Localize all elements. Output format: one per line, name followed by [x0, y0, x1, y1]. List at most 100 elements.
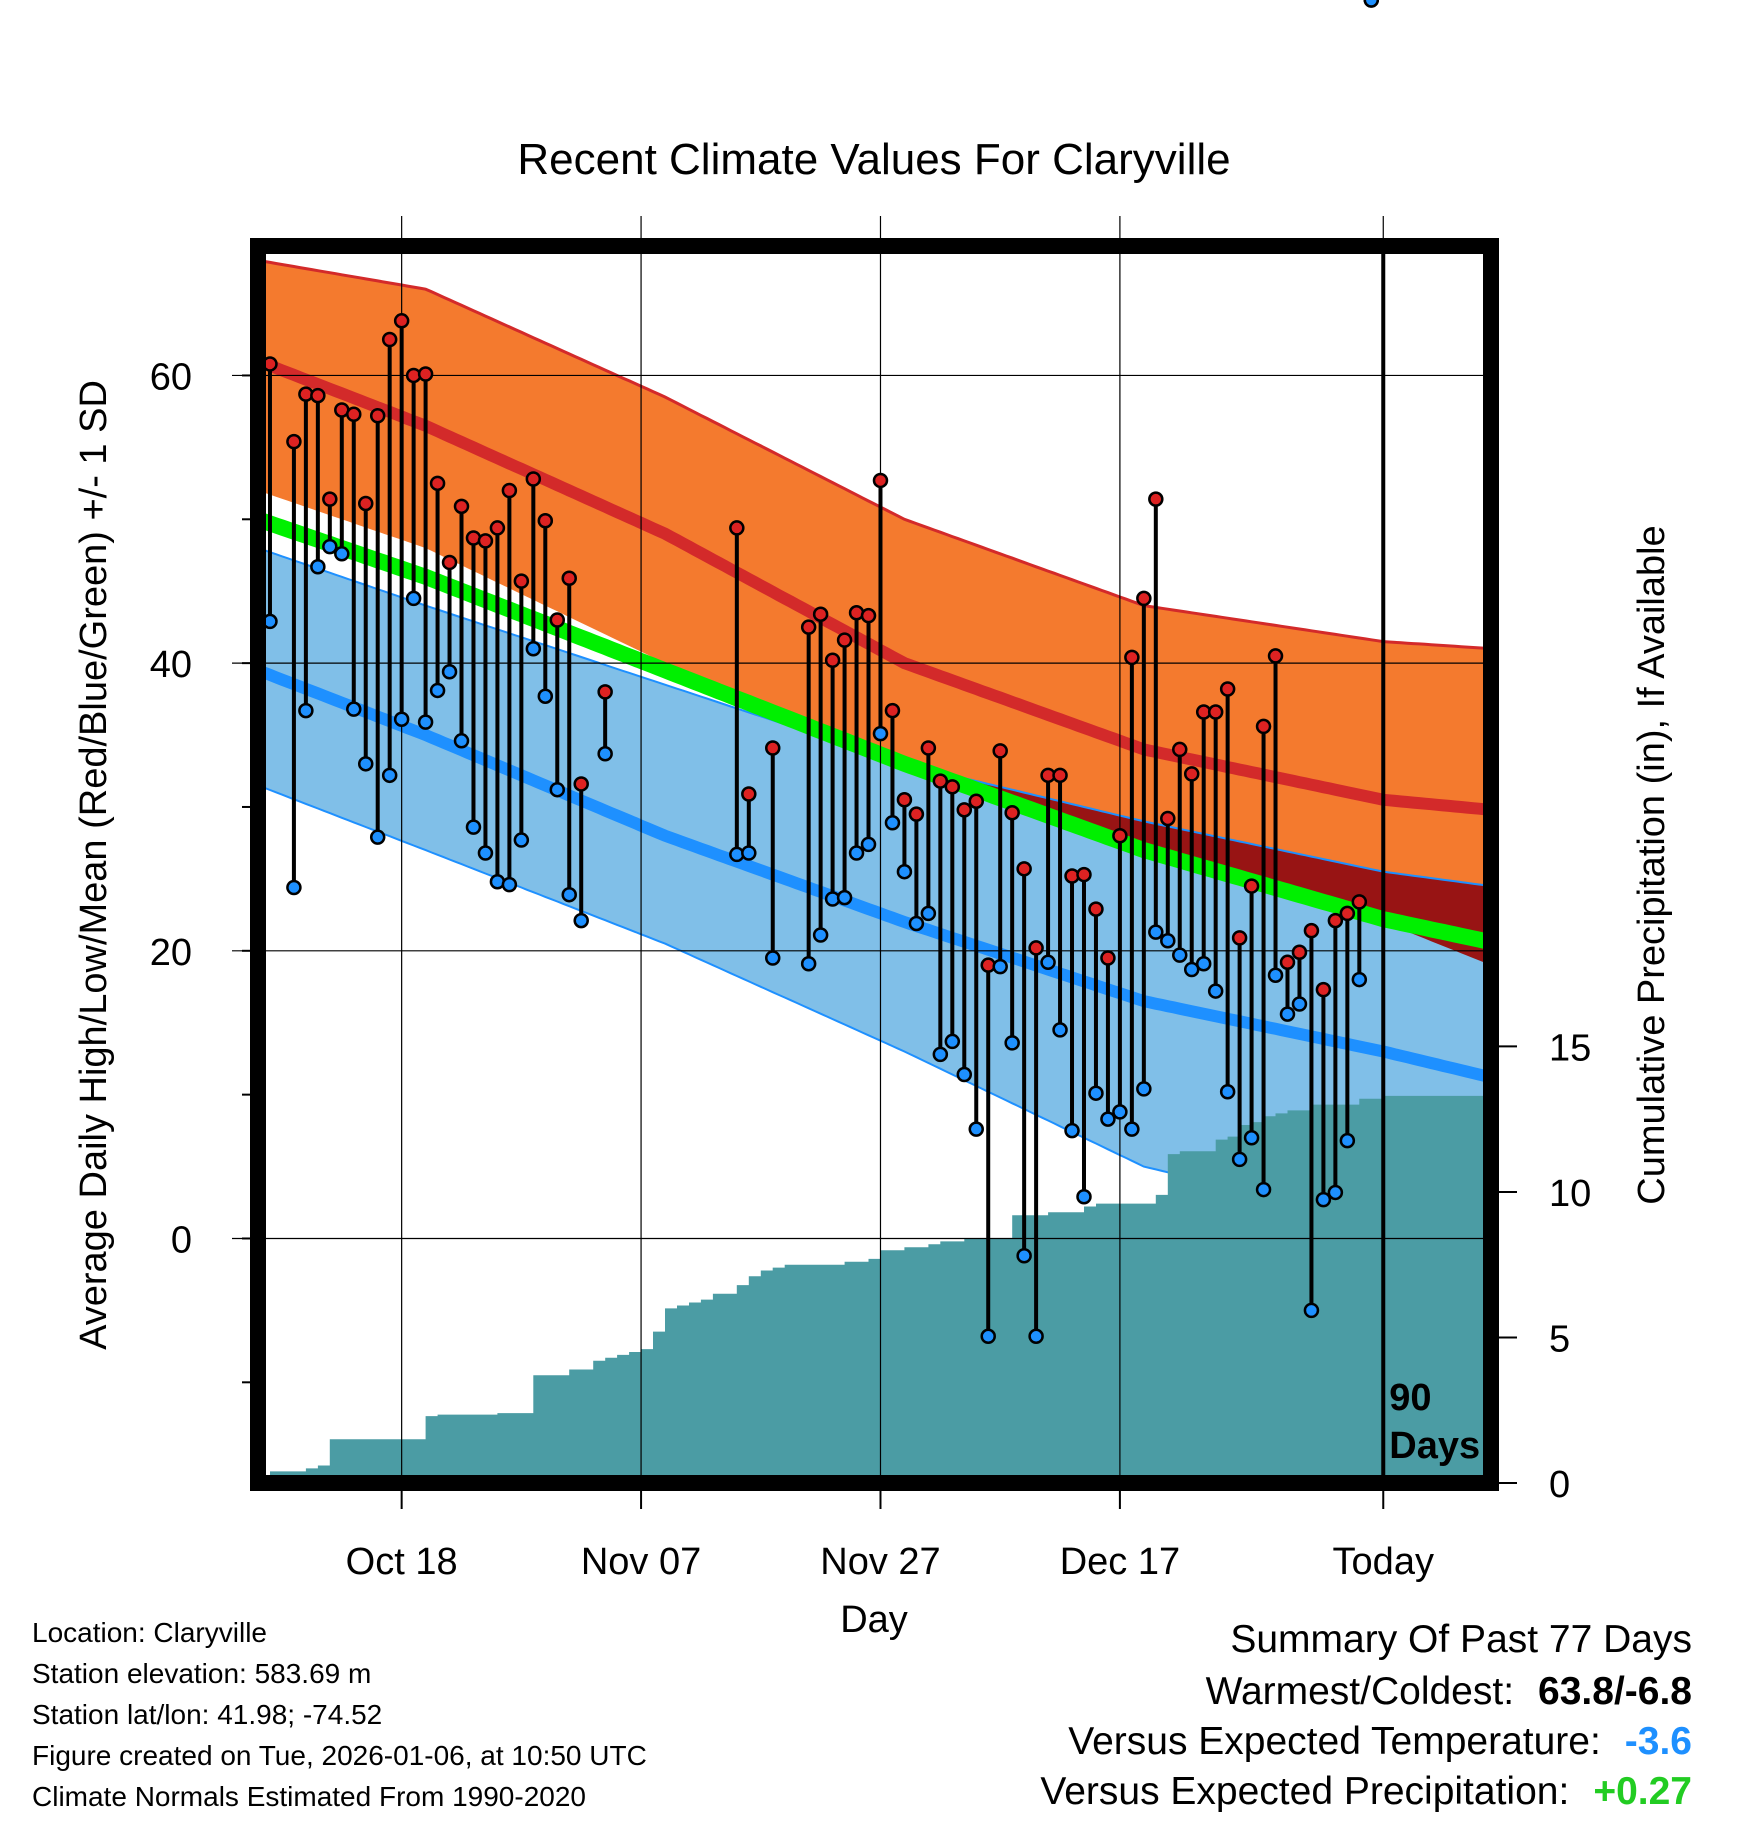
low-point	[944, 1033, 961, 1050]
low-point	[310, 559, 326, 575]
low-point	[405, 590, 422, 607]
low-point	[992, 958, 1008, 975]
high-point	[1172, 741, 1188, 758]
low-point	[334, 546, 350, 562]
plot-layer	[258, 258, 1491, 1483]
low-point	[549, 781, 566, 798]
high-point	[1327, 912, 1344, 929]
high-point	[1016, 861, 1032, 877]
low-point	[896, 863, 913, 880]
plot-area: 90 Days 0 20 40 60 0 5 10 15 Oct 18 Nov 07 Nov 27 Dec…	[150, 0, 1591, 1583]
low-point	[1076, 1189, 1092, 1205]
high-point	[1255, 718, 1272, 735]
y2-tick-label: 5	[1549, 1318, 1570, 1360]
high-point	[968, 793, 985, 809]
low-point	[298, 702, 314, 719]
high-point	[1136, 590, 1152, 607]
high-point	[310, 387, 326, 404]
chart-title: Recent Climate Values For Claryville	[517, 135, 1230, 184]
high-point	[729, 520, 745, 536]
high-point	[872, 472, 889, 489]
low-point	[1195, 955, 1212, 972]
high-point	[1315, 981, 1332, 998]
high-point	[1124, 649, 1140, 666]
plot-frame	[250, 238, 1499, 1491]
y2-tick-label: 10	[1549, 1173, 1591, 1215]
y2-axis-label: Cumulative Precipitation (in), If Availa…	[1631, 525, 1673, 1204]
info-normals: Climate Normals Estimated From 1990-2020	[32, 1781, 586, 1812]
high-point	[764, 740, 781, 756]
low-point	[1315, 1191, 1332, 1208]
low-point	[417, 714, 434, 730]
low-point	[1207, 983, 1224, 999]
warm-cold-value: 63.8/-6.8	[1538, 1670, 1692, 1713]
summary-warm-cold: Warmest/Coldest: 63.8/-6.8	[1206, 1670, 1692, 1714]
high-point	[944, 779, 961, 795]
high-point	[1207, 704, 1224, 720]
low-point	[346, 701, 362, 717]
low-point	[1363, 0, 1380, 8]
y-tick-label: 40	[150, 644, 192, 686]
low-point	[381, 767, 398, 784]
low-point	[741, 845, 757, 861]
high-point	[1219, 681, 1236, 697]
low-point	[525, 640, 542, 657]
high-point	[824, 652, 841, 669]
high-point	[1231, 930, 1248, 946]
high-plus-sd-line	[258, 258, 1491, 651]
low-point	[1064, 1122, 1080, 1139]
temp-value: -3.6	[1624, 1720, 1692, 1763]
low-point	[932, 1046, 949, 1063]
low-point	[477, 845, 494, 861]
x-tick-label: Oct 18	[346, 1541, 458, 1583]
low-point	[1303, 1302, 1320, 1319]
low-point	[286, 879, 302, 896]
high-point	[369, 407, 386, 424]
info-location: Location: Claryville	[32, 1617, 267, 1648]
low-point	[1267, 967, 1284, 984]
low-point	[1339, 1132, 1356, 1149]
high-point	[441, 554, 458, 571]
high-point	[896, 792, 913, 808]
high-point	[1183, 766, 1200, 782]
low-point	[537, 688, 554, 704]
high-point	[286, 433, 302, 450]
high-point	[1028, 940, 1044, 956]
high-point	[1112, 827, 1128, 844]
low-point	[872, 725, 889, 742]
low-point	[1016, 1247, 1032, 1264]
low-point	[1327, 1184, 1344, 1201]
low-point	[513, 832, 530, 848]
high-point	[860, 607, 877, 624]
low-point	[812, 927, 829, 943]
low-point	[1100, 1111, 1116, 1127]
high-point	[1076, 866, 1092, 883]
low-point	[1124, 1121, 1140, 1137]
low-point	[764, 950, 781, 966]
high-point	[1100, 950, 1116, 966]
high-point	[1351, 894, 1368, 910]
today-days-label-2: Days	[1389, 1425, 1480, 1467]
low-point	[357, 756, 374, 772]
info-created: Figure created on Tue, 2026-01-06, at 10…	[32, 1740, 647, 1771]
low-point	[920, 905, 937, 922]
precip-label: Versus Expected Precipitation:	[1040, 1770, 1570, 1813]
low-point	[1052, 1022, 1068, 1038]
warm-cold-label: Warmest/Coldest:	[1205, 1670, 1515, 1713]
x-tick-label: Nov 27	[820, 1541, 940, 1583]
low-point	[1148, 924, 1164, 940]
y-axis-label: Average Daily High/Low/Mean (Red/Blue/Gr…	[73, 380, 115, 1350]
high-point	[537, 512, 554, 529]
low-point	[597, 745, 613, 762]
high-point	[800, 619, 817, 635]
low-point	[1028, 1328, 1044, 1345]
x-tick-label: Nov 07	[581, 1541, 701, 1583]
low-point	[1088, 1085, 1104, 1101]
high-point	[513, 573, 530, 589]
low-point	[1243, 1130, 1260, 1146]
high-point	[1279, 954, 1296, 971]
low-point	[1160, 932, 1176, 949]
low-point	[1004, 1035, 1020, 1051]
low-point	[429, 682, 446, 699]
